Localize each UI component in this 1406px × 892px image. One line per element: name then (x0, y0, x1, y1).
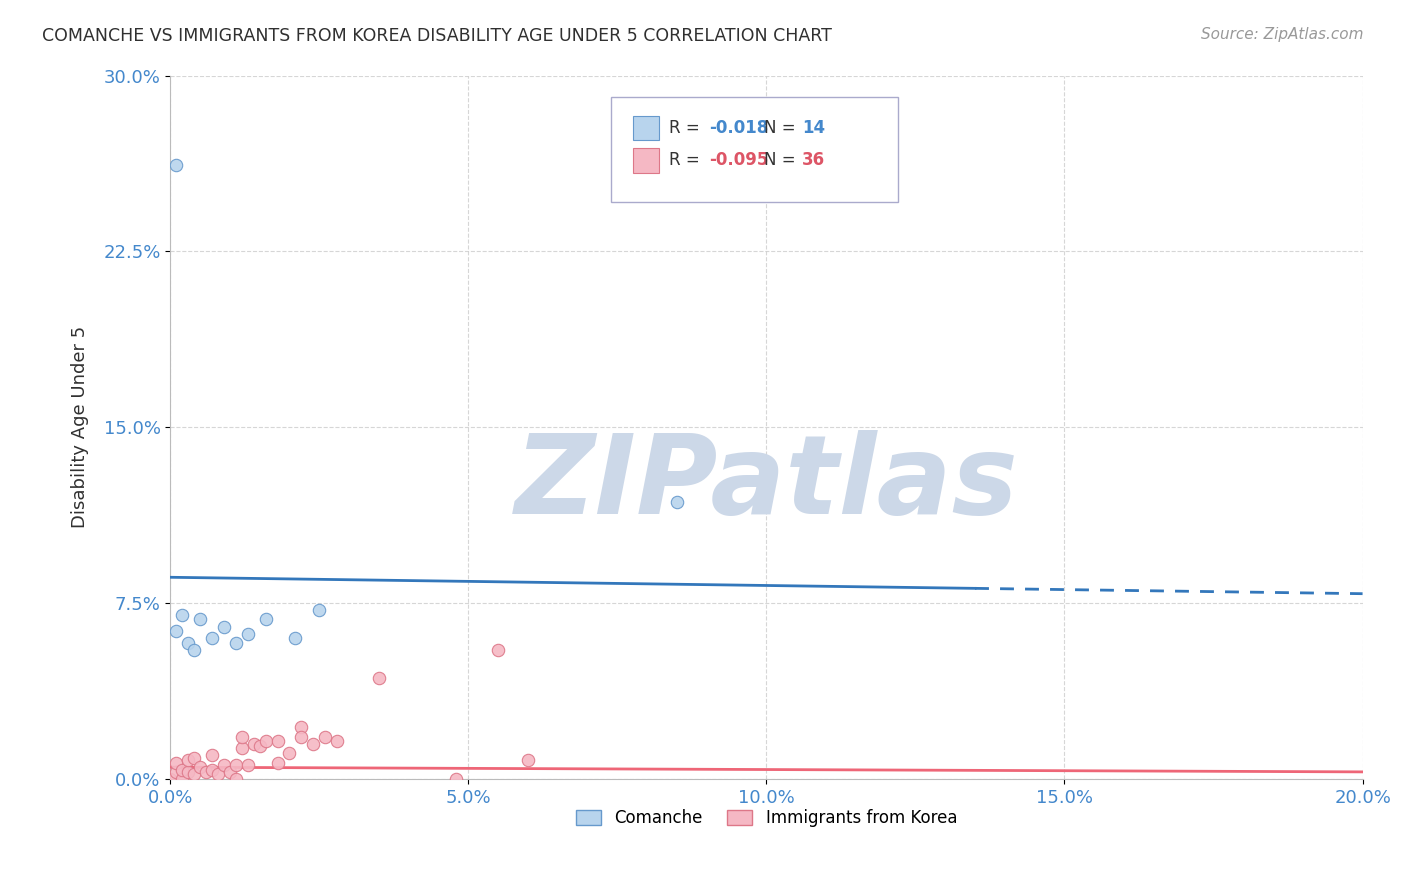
Point (212, 619, 235, 633)
Point (446, 772, 468, 786)
Text: N =: N = (763, 119, 801, 136)
Point (486, 643, 509, 657)
Text: R =: R = (669, 151, 704, 169)
Point (308, 603, 330, 617)
Point (236, 757, 259, 772)
Point (177, 753, 200, 767)
Y-axis label: Disability Age Under 5: Disability Age Under 5 (72, 326, 89, 528)
Point (254, 734, 277, 748)
Point (516, 753, 538, 767)
FancyBboxPatch shape (633, 148, 659, 172)
Point (236, 626, 259, 640)
Point (165, 158, 187, 172)
Point (665, 495, 688, 509)
Point (212, 757, 235, 772)
Point (231, 741, 253, 756)
Point (314, 730, 336, 744)
Point (159, 772, 181, 786)
Point (278, 746, 301, 760)
Point (172, 763, 194, 777)
Point (177, 764, 200, 779)
Point (266, 756, 288, 770)
Point (218, 764, 240, 779)
Point (188, 612, 211, 626)
Point (225, 772, 247, 786)
Point (207, 767, 229, 781)
Point (165, 624, 187, 639)
Text: ZIPatlas: ZIPatlas (515, 430, 1018, 537)
Point (165, 764, 187, 779)
Point (183, 751, 205, 765)
Point (290, 720, 312, 734)
Point (225, 636, 247, 650)
Point (290, 730, 312, 744)
Point (172, 607, 194, 622)
Point (266, 734, 288, 748)
Point (172, 772, 194, 786)
Text: COMANCHE VS IMMIGRANTS FROM KOREA DISABILITY AGE UNDER 5 CORRELATION CHART: COMANCHE VS IMMIGRANTS FROM KOREA DISABI… (42, 27, 832, 45)
Text: -0.018: -0.018 (709, 119, 769, 136)
Point (284, 632, 307, 646)
Text: -0.095: -0.095 (709, 151, 769, 169)
Text: 14: 14 (803, 119, 825, 136)
Point (177, 636, 200, 650)
Point (367, 671, 389, 685)
Point (165, 756, 187, 770)
Point (201, 748, 224, 763)
Point (201, 763, 224, 777)
Legend: Comanche, Immigrants from Korea: Comanche, Immigrants from Korea (569, 803, 965, 834)
Point (188, 760, 211, 774)
Point (183, 643, 205, 657)
Point (302, 737, 325, 751)
Point (242, 737, 264, 751)
FancyBboxPatch shape (633, 116, 659, 140)
Text: 36: 36 (803, 151, 825, 169)
Text: N =: N = (763, 151, 801, 169)
Point (195, 764, 218, 779)
FancyBboxPatch shape (612, 96, 897, 202)
Point (249, 739, 271, 753)
Point (231, 730, 253, 744)
Text: Source: ZipAtlas.com: Source: ZipAtlas.com (1201, 27, 1364, 42)
Point (225, 757, 247, 772)
Point (201, 632, 224, 646)
Point (254, 612, 277, 626)
Point (326, 734, 349, 748)
Text: R =: R = (669, 119, 704, 136)
Point (183, 767, 205, 781)
